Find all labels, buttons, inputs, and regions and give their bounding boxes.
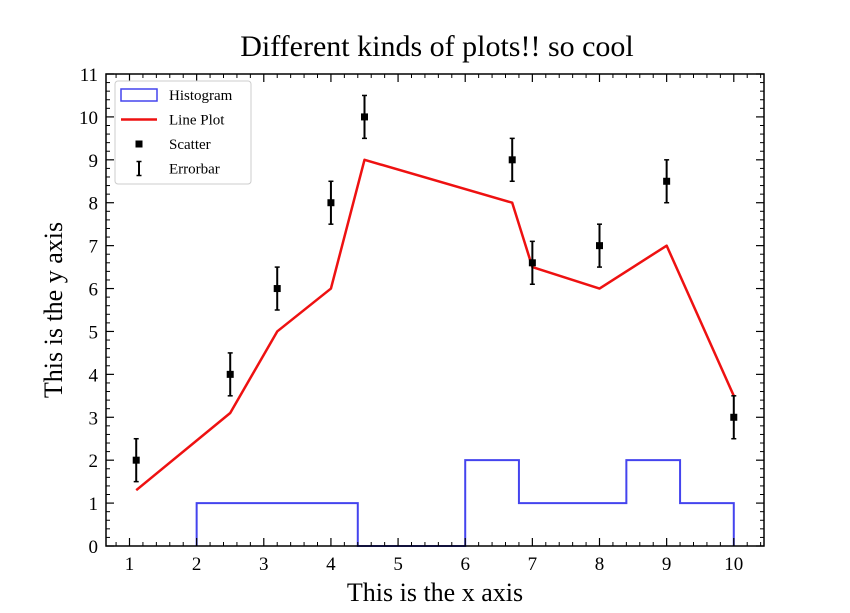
scatter-point-5	[508, 156, 516, 164]
y-tick-label-1: 1	[89, 494, 99, 515]
x-tick-label-4: 4	[326, 554, 336, 575]
chart-title: Different kinds of plots!! so cool	[240, 30, 634, 63]
legend-label-scatter: Scatter	[169, 137, 211, 153]
scatter-point-9	[730, 413, 738, 421]
legend-label-histogram: Histogram	[169, 88, 233, 104]
line-plot-series	[135, 158, 735, 492]
y-tick-label-0: 0	[89, 537, 99, 558]
y-tick-label-11: 11	[80, 65, 98, 86]
x-axis-label: This is the x axis	[347, 578, 523, 607]
y-tick-label-2: 2	[89, 451, 99, 472]
legend-scatter-swatch	[135, 140, 143, 148]
scatter-point-3	[327, 199, 335, 207]
x-tick-label-5: 5	[393, 554, 403, 575]
histogram-outline	[195, 459, 735, 547]
y-tick-label-6: 6	[89, 280, 99, 301]
legend-histogram-swatch	[120, 88, 158, 102]
legend-box	[114, 80, 252, 185]
legend: Histogram Line Plot Scatter Errorbar	[114, 80, 252, 185]
scatter-point-6	[528, 259, 536, 267]
x-tick-label-1: 1	[125, 554, 135, 575]
y-tick-label-10: 10	[79, 108, 98, 129]
y-tick-label-9: 9	[89, 151, 99, 172]
scatter-point-7	[596, 242, 603, 250]
x-tick-label-3: 3	[259, 554, 269, 575]
axes-frame	[105, 73, 765, 547]
y-tick-label-5: 5	[89, 322, 99, 343]
x-tick-label-8: 8	[595, 554, 605, 575]
y-tick-label-8: 8	[89, 194, 99, 215]
y-tick-label-7: 7	[89, 237, 99, 258]
y-tick-label-4: 4	[89, 365, 99, 386]
plot-area: 1 2 3 4 5 6 7 8 9 10 0 1 2 3 4 5 6 7 8 9 10 11	[79, 65, 765, 575]
scatter-point-0	[132, 456, 140, 464]
histogram-bin-5	[680, 503, 734, 546]
x-tick-label-7: 7	[528, 554, 538, 575]
histogram-bin-4	[626, 460, 680, 546]
y-axis-label: This is the y axis	[39, 222, 68, 398]
histogram-bin-2	[465, 460, 519, 546]
legend-label-errorbar: Errorbar	[169, 162, 220, 178]
x-tick-label-2: 2	[192, 554, 202, 575]
scatter-point-1	[226, 370, 234, 378]
x-tick-label-6: 6	[460, 554, 470, 575]
histogram-bin-0	[197, 503, 358, 546]
histogram-bin-3	[519, 503, 626, 546]
x-tick-label-10: 10	[724, 554, 743, 575]
legend-label-line: Line Plot	[169, 113, 225, 129]
x-tick-label-9: 9	[662, 554, 672, 575]
scatter-point-8	[663, 177, 671, 185]
y-tick-label-3: 3	[89, 408, 99, 429]
scatter-point-2	[273, 285, 281, 293]
scatter-point-4	[361, 113, 368, 121]
